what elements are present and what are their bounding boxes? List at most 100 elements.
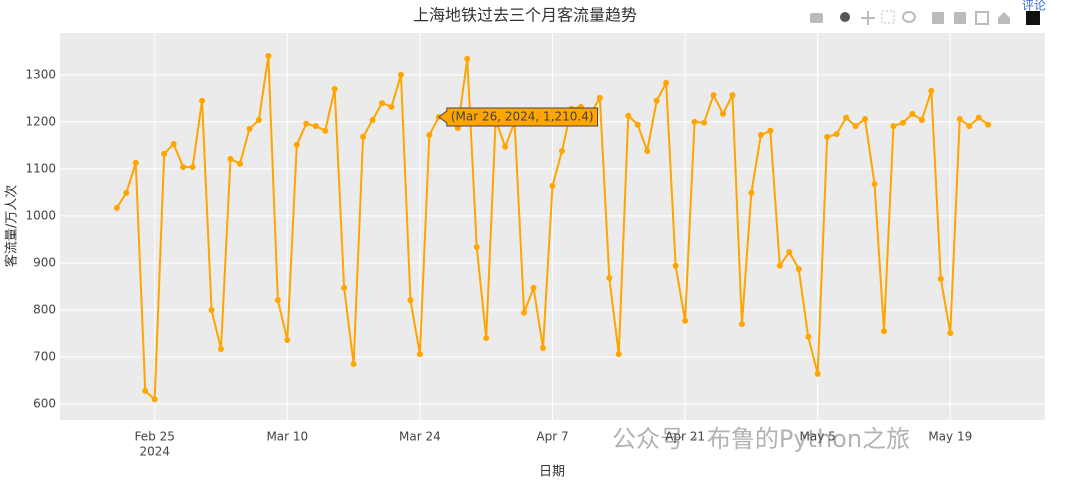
y-tick-label: 1000 bbox=[25, 208, 56, 222]
point bbox=[956, 116, 963, 123]
point bbox=[719, 110, 726, 117]
toolbar bbox=[810, 10, 1040, 25]
point bbox=[284, 337, 291, 344]
point bbox=[350, 361, 357, 368]
camera-button[interactable] bbox=[810, 13, 823, 23]
point bbox=[615, 351, 622, 358]
point bbox=[786, 249, 793, 256]
point bbox=[843, 114, 850, 121]
point bbox=[966, 123, 973, 130]
point bbox=[757, 132, 764, 139]
point bbox=[663, 79, 670, 86]
reset-button[interactable] bbox=[998, 12, 1010, 24]
point bbox=[132, 159, 139, 166]
lasso-button[interactable] bbox=[902, 11, 916, 23]
point bbox=[502, 143, 509, 150]
plotly-logo[interactable] bbox=[1026, 11, 1040, 25]
point bbox=[653, 97, 660, 104]
point bbox=[312, 123, 319, 130]
point bbox=[255, 116, 262, 123]
point bbox=[388, 103, 395, 110]
point bbox=[852, 123, 859, 130]
x-tick-label: Feb 25 bbox=[135, 430, 175, 444]
comment-button[interactable]: 评论 bbox=[1022, 0, 1046, 13]
point bbox=[814, 370, 821, 377]
point bbox=[189, 164, 196, 171]
point bbox=[776, 262, 783, 269]
point bbox=[899, 119, 906, 126]
autoscale-button[interactable] bbox=[975, 11, 989, 25]
point bbox=[161, 150, 168, 157]
point bbox=[379, 100, 386, 107]
point bbox=[729, 92, 736, 99]
pan-button[interactable] bbox=[861, 11, 875, 25]
point bbox=[208, 306, 215, 313]
point bbox=[805, 333, 812, 340]
x-tick-label: May 19 bbox=[928, 430, 972, 444]
point bbox=[426, 132, 433, 139]
point bbox=[180, 164, 187, 171]
point bbox=[909, 110, 916, 117]
point bbox=[218, 345, 225, 352]
y-tick-label: 700 bbox=[33, 349, 56, 363]
point bbox=[454, 124, 461, 131]
point bbox=[748, 189, 755, 196]
point bbox=[767, 127, 774, 134]
point bbox=[625, 112, 632, 119]
point bbox=[606, 274, 613, 281]
point bbox=[880, 328, 887, 335]
point bbox=[227, 156, 234, 163]
point bbox=[151, 396, 158, 403]
point bbox=[738, 321, 745, 328]
point bbox=[672, 262, 679, 269]
point bbox=[341, 284, 348, 291]
point bbox=[928, 87, 935, 94]
point bbox=[596, 94, 603, 101]
point bbox=[322, 127, 329, 134]
tooltip-box bbox=[438, 107, 599, 127]
series bbox=[113, 53, 992, 403]
point bbox=[947, 330, 954, 337]
point bbox=[985, 121, 992, 128]
point bbox=[113, 204, 120, 211]
point bbox=[199, 97, 206, 104]
point bbox=[549, 182, 556, 189]
point bbox=[975, 114, 982, 121]
point bbox=[369, 116, 376, 123]
point bbox=[331, 85, 338, 92]
x-tick-label: Mar 24 bbox=[399, 430, 441, 444]
point bbox=[483, 335, 490, 342]
x-tick-label: Mar 10 bbox=[266, 430, 308, 444]
zoom-button[interactable] bbox=[840, 12, 850, 22]
x-tick-label: Apr 21 bbox=[665, 430, 705, 444]
point bbox=[530, 284, 537, 291]
point bbox=[473, 243, 480, 250]
point bbox=[170, 140, 177, 147]
point bbox=[558, 148, 565, 155]
point bbox=[634, 121, 641, 128]
y-tick-label: 1100 bbox=[25, 161, 56, 175]
point bbox=[246, 125, 253, 132]
point bbox=[464, 55, 471, 62]
point bbox=[890, 123, 897, 130]
x-tick-label: Apr 7 bbox=[536, 430, 568, 444]
point bbox=[710, 92, 717, 99]
point bbox=[397, 71, 404, 78]
chart-title: 上海地铁过去三个月客流量趋势 bbox=[413, 6, 637, 25]
point bbox=[407, 297, 414, 304]
zoom-out-button[interactable] bbox=[954, 12, 966, 24]
point bbox=[701, 119, 708, 126]
point bbox=[142, 387, 149, 394]
box-select-button[interactable] bbox=[881, 10, 895, 24]
point bbox=[795, 266, 802, 273]
hover-tooltip: (Mar 26, 2024, 1,210.4) bbox=[438, 107, 599, 127]
x-axis-label: 日期 bbox=[539, 465, 565, 480]
point bbox=[862, 116, 869, 123]
y-tick-label: 800 bbox=[33, 302, 56, 316]
point bbox=[691, 118, 698, 125]
y-tick-label: 1200 bbox=[25, 114, 56, 128]
zoom-in-button[interactable] bbox=[932, 12, 944, 24]
point bbox=[293, 141, 300, 148]
point bbox=[833, 131, 840, 138]
